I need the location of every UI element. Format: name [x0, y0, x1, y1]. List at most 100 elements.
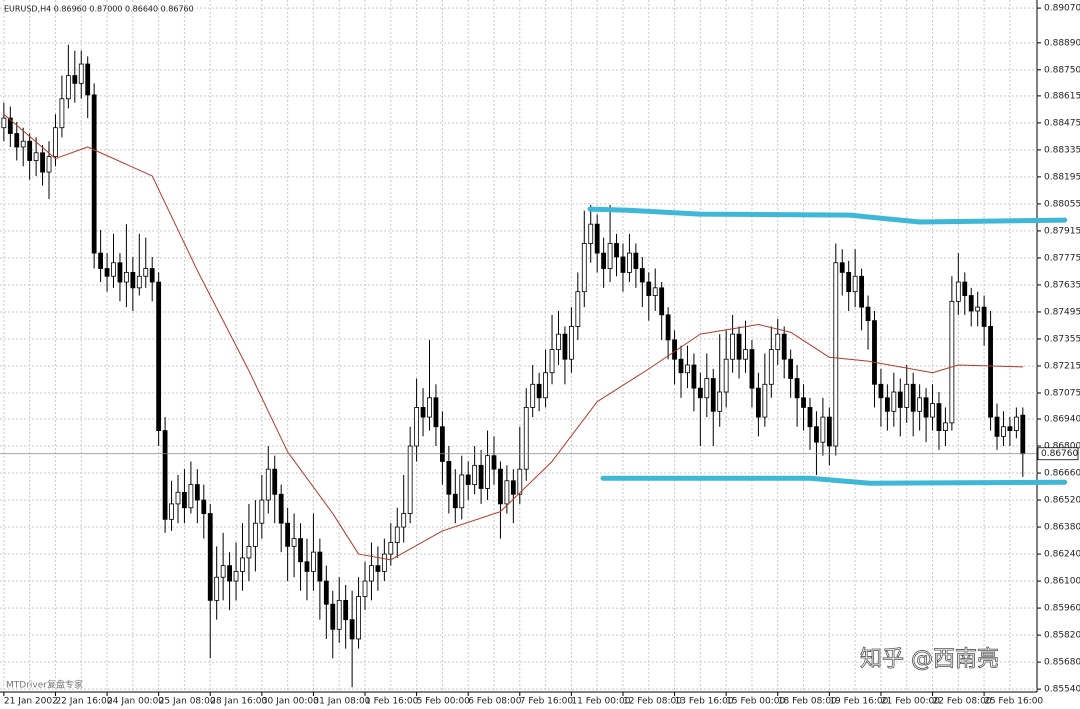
candle-body — [111, 262, 116, 277]
candle — [710, 368, 716, 447]
candle-body — [175, 491, 181, 505]
candle-body — [614, 243, 619, 258]
trend-line — [587, 206, 1068, 225]
y-tick-label: 0.86800 — [1044, 442, 1080, 452]
x-tick-label: 21 Jan 2002 — [4, 697, 58, 707]
candle — [259, 474, 265, 539]
candle — [323, 565, 329, 639]
candle-body — [278, 493, 284, 524]
candle — [536, 372, 542, 412]
y-tick-label: 0.86240 — [1044, 550, 1080, 560]
candle — [646, 272, 652, 321]
candle — [375, 546, 381, 591]
candle — [78, 50, 84, 99]
watermark: MTDriver复盘专家 — [6, 679, 83, 691]
candle — [349, 590, 355, 688]
candle-body — [7, 117, 13, 134]
candle-body — [762, 383, 768, 418]
y-tick-label: 0.88335 — [1044, 145, 1080, 155]
candle-body — [349, 619, 355, 640]
candle — [639, 256, 645, 308]
candle-body — [272, 468, 278, 495]
candle-body — [498, 468, 503, 505]
candle-body — [743, 349, 748, 360]
candle — [272, 455, 278, 524]
candle — [291, 513, 297, 578]
candle-body — [65, 75, 71, 100]
candle — [311, 513, 316, 591]
candle-body — [478, 464, 484, 489]
candle-body — [833, 262, 839, 447]
candle — [130, 256, 136, 311]
candle — [111, 233, 116, 288]
candle — [394, 507, 400, 558]
candle — [704, 353, 710, 418]
candle — [188, 461, 194, 514]
candle — [452, 469, 458, 524]
candle — [904, 365, 910, 423]
candle-body — [601, 252, 607, 269]
candle-body — [859, 275, 864, 308]
candle-body — [472, 464, 478, 486]
candle-body — [317, 551, 323, 582]
candle — [485, 430, 490, 501]
candle-body — [652, 287, 658, 296]
candle-body — [252, 522, 258, 547]
last-price-box — [1037, 447, 1079, 461]
candle — [749, 339, 755, 408]
candle-body — [801, 397, 806, 408]
candle-body — [207, 513, 213, 601]
candle-body — [285, 522, 291, 547]
candle-body — [897, 391, 903, 408]
candle — [601, 237, 607, 288]
candle-body — [717, 391, 723, 412]
candle-body — [781, 333, 787, 360]
candle-body — [968, 295, 974, 312]
candle-body — [517, 468, 523, 495]
candle-body — [988, 326, 993, 418]
candle-body — [594, 223, 600, 254]
candle-body — [40, 152, 45, 173]
candle-body — [27, 140, 33, 161]
candle-body — [169, 503, 174, 520]
candle-body — [485, 455, 490, 489]
candle — [336, 577, 342, 643]
candle-body — [59, 98, 65, 129]
candle-body — [130, 272, 136, 289]
candle — [697, 372, 703, 447]
candle-body — [807, 407, 813, 428]
candle-body — [639, 268, 645, 283]
candle — [859, 268, 864, 331]
candle-body — [943, 422, 948, 431]
candle — [401, 474, 407, 543]
candle — [381, 538, 387, 582]
candle-body — [46, 156, 52, 173]
candle — [801, 384, 806, 431]
candle — [7, 106, 13, 148]
candle — [878, 368, 884, 427]
candle — [304, 538, 310, 601]
candle-body — [568, 326, 574, 360]
candle — [665, 307, 671, 360]
candle-body — [233, 571, 239, 582]
candle-body — [962, 281, 968, 296]
candle — [788, 349, 794, 398]
candle — [723, 330, 729, 408]
candle — [794, 365, 800, 427]
candle — [743, 320, 748, 373]
x-tick-label: 1 Feb 16:00 — [365, 697, 419, 707]
candle — [46, 141, 52, 200]
y-tick-label: 0.89070 — [1044, 4, 1080, 14]
candle — [652, 268, 658, 311]
candle-body — [214, 576, 220, 601]
candle — [98, 229, 104, 283]
x-tick-label: 25 Jan 08:00 — [159, 697, 216, 707]
candle-body — [246, 545, 252, 559]
candle — [356, 577, 361, 649]
candle — [85, 56, 91, 119]
candle — [427, 339, 432, 431]
candle — [775, 318, 781, 366]
x-tick-label: 22 Feb 08:00 — [933, 697, 992, 707]
candle-body — [620, 256, 626, 273]
